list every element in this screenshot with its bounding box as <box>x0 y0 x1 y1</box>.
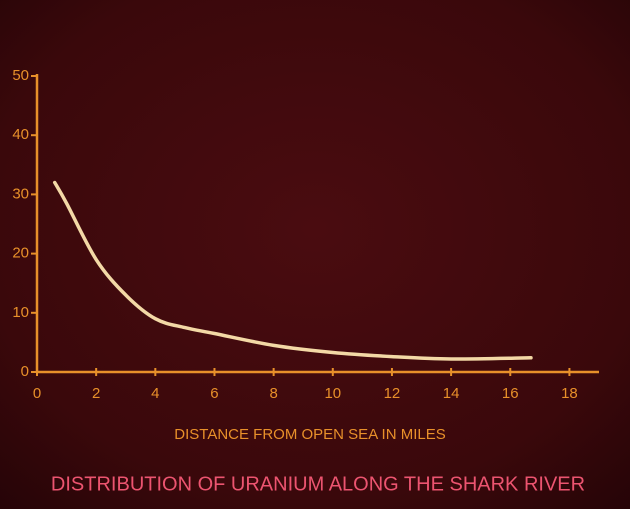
x-tick-label: 2 <box>92 385 100 402</box>
x-tick-label: 6 <box>210 385 218 402</box>
x-tick-label: 12 <box>384 385 401 402</box>
x-tick-label: 8 <box>269 385 277 402</box>
x-tick-label: 10 <box>324 385 341 402</box>
y-tick-label: 0 <box>21 363 29 380</box>
x-tick-label: 4 <box>151 385 159 402</box>
x-axis-label: DISTANCE FROM OPEN SEA IN MILES <box>174 426 445 443</box>
y-tick-label: 10 <box>12 304 29 321</box>
y-tick-label: 50 <box>12 67 29 84</box>
chart-title: DISTRIBUTION OF URANIUM ALONG THE SHARK … <box>51 473 585 495</box>
x-tick-label: 14 <box>443 385 460 402</box>
x-tick-label: 18 <box>561 385 578 402</box>
y-tick-label: 40 <box>12 126 29 143</box>
y-tick-label: 20 <box>12 245 29 262</box>
data-line <box>52 180 533 361</box>
x-tick-label: 16 <box>502 385 519 402</box>
x-tick-label: 0 <box>33 385 41 402</box>
y-tick-label: 30 <box>12 185 29 202</box>
